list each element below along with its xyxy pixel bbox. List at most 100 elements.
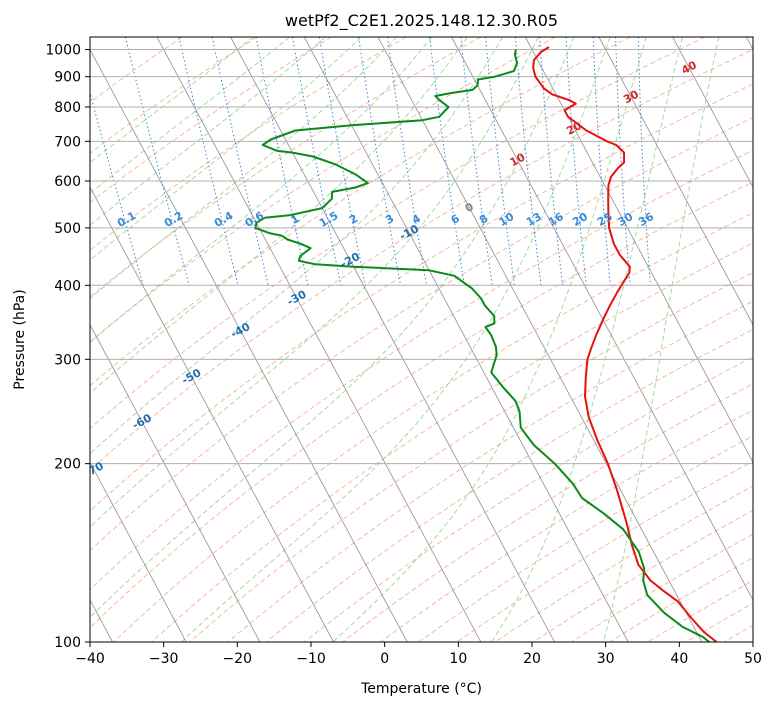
isotherm-line bbox=[90, 323, 261, 642]
dry-adiabat bbox=[189, 271, 753, 642]
x-tick-label: −30 bbox=[149, 651, 179, 667]
x-axis-title: Temperature (°C) bbox=[360, 681, 482, 697]
mixing-ratio-label: 8 bbox=[477, 212, 490, 227]
isotherm-label: -60 bbox=[130, 411, 154, 432]
x-tick-label: 50 bbox=[744, 651, 762, 667]
y-tick-label: 700 bbox=[54, 134, 81, 150]
mixing-ratio-line bbox=[539, 37, 564, 286]
isotherm-line bbox=[90, 461, 187, 642]
mixing-ratio-line bbox=[485, 37, 515, 286]
mixing-ratio-line bbox=[211, 37, 269, 286]
mixing-ratio-line bbox=[387, 37, 427, 286]
mixing-ratio-line bbox=[178, 37, 239, 286]
dry-adiabat bbox=[762, 37, 775, 642]
mixing-ratio-line bbox=[255, 37, 309, 286]
moist-adiabat bbox=[90, 37, 362, 261]
mixing-ratio-label: 0.2 bbox=[162, 209, 185, 230]
dry-adiabat bbox=[90, 149, 753, 591]
y-axis: 100 200 300 400 500 600 700 800 900 1000 bbox=[45, 43, 90, 651]
mixing-ratio-line bbox=[429, 37, 465, 286]
dry-adiabat bbox=[90, 37, 706, 430]
dry-adiabat bbox=[90, 116, 753, 552]
mixing-ratio-label: 20 bbox=[570, 210, 590, 229]
isotherm-line bbox=[230, 37, 555, 642]
y-axis-title: Pressure (hPa) bbox=[12, 289, 28, 389]
moist-adiabat bbox=[90, 37, 397, 300]
moist-adiabat bbox=[180, 37, 611, 642]
dry-adiabat bbox=[227, 300, 753, 642]
mixing-ratio-line bbox=[90, 91, 144, 286]
moist-adiabat bbox=[90, 37, 433, 344]
isotherm-line bbox=[90, 186, 334, 642]
x-tick-label: 40 bbox=[670, 651, 688, 667]
mixing-ratio-label: 6 bbox=[449, 212, 462, 227]
mixing-ratio-label: 1 bbox=[288, 212, 301, 227]
moist-adiabat bbox=[491, 37, 683, 642]
dry-adiabat bbox=[90, 37, 631, 387]
isotherm-line bbox=[377, 37, 703, 642]
isotherm-label: -90 bbox=[0, 544, 4, 565]
dry-adiabat bbox=[571, 533, 753, 642]
mixing-ratio-label: 1.5 bbox=[317, 209, 340, 230]
isotherm-line bbox=[451, 37, 753, 601]
isotherm-label: 40 bbox=[679, 58, 699, 77]
mixing-ratio-label: 0.6 bbox=[243, 209, 267, 230]
line-labels: -100-90-80-70-60-50-40-30-20-10010203040… bbox=[0, 58, 699, 565]
x-tick-label: −40 bbox=[75, 651, 105, 667]
pressure-gridlines bbox=[90, 49, 753, 642]
x-tick-label: 0 bbox=[380, 651, 389, 667]
dry-adiabat bbox=[90, 37, 407, 252]
isotherm-line bbox=[90, 48, 408, 642]
moist-adiabat bbox=[90, 37, 468, 394]
mixing-ratio-label: 10 bbox=[497, 210, 517, 229]
mixing-ratio-label: 30 bbox=[615, 210, 635, 229]
moist-adiabat bbox=[603, 37, 720, 642]
dry-adiabat bbox=[151, 242, 753, 642]
mixing-ratio-line bbox=[292, 37, 342, 286]
temperature-line bbox=[532, 46, 718, 642]
mixing-ratio-label: 25 bbox=[595, 210, 615, 229]
dry-adiabat bbox=[90, 83, 753, 512]
mixing-ratio-line bbox=[565, 37, 587, 286]
dry-adiabat bbox=[303, 356, 753, 642]
plot-frame bbox=[89, 36, 754, 643]
profiles bbox=[254, 46, 718, 642]
isotherm-line bbox=[598, 37, 753, 326]
x-tick-label: −20 bbox=[223, 651, 253, 667]
dry-adiabat bbox=[90, 49, 753, 471]
isotherm-line bbox=[745, 37, 753, 51]
y-tick-label: 100 bbox=[54, 635, 81, 651]
mixing-ratio-label: 3 bbox=[383, 212, 396, 227]
mixing-ratio-line bbox=[318, 37, 366, 286]
dry-adiabat bbox=[90, 37, 258, 154]
x-tick-label: −10 bbox=[296, 651, 326, 667]
dewpoint-line bbox=[254, 49, 710, 642]
dry-adiabat bbox=[342, 383, 753, 642]
isotherm-label: -30 bbox=[285, 287, 309, 308]
dry-adiabat bbox=[90, 37, 482, 298]
mixing-ratio-label: 2 bbox=[347, 212, 360, 227]
isotherm-label: 10 bbox=[508, 150, 528, 169]
mixing-ratio-label: 36 bbox=[636, 210, 656, 229]
dry-adiabat bbox=[647, 580, 753, 642]
mixing-ratio-label: 0.1 bbox=[115, 209, 138, 230]
mixing-ratio-line bbox=[637, 37, 651, 286]
mixing-ratio-line bbox=[615, 37, 631, 286]
y-tick-label: 400 bbox=[54, 278, 81, 294]
isotherm-label: -70 bbox=[82, 459, 106, 480]
dry-adiabat bbox=[265, 328, 753, 642]
mixing-ratio-label: 16 bbox=[546, 210, 566, 229]
dry-adiabat bbox=[90, 37, 556, 343]
isotherm-line bbox=[672, 37, 753, 189]
mixing-ratio-line bbox=[460, 37, 493, 286]
moist-adiabat bbox=[90, 37, 539, 528]
isotherm-label: 30 bbox=[621, 88, 641, 107]
background-lines bbox=[90, 37, 775, 642]
moist-adiabat bbox=[90, 37, 575, 619]
dry-adiabat bbox=[90, 37, 332, 204]
dry-adiabat bbox=[113, 212, 753, 642]
moist-adiabat bbox=[332, 37, 647, 642]
dry-adiabat bbox=[685, 602, 753, 642]
mixing-ratio-line bbox=[592, 37, 611, 286]
